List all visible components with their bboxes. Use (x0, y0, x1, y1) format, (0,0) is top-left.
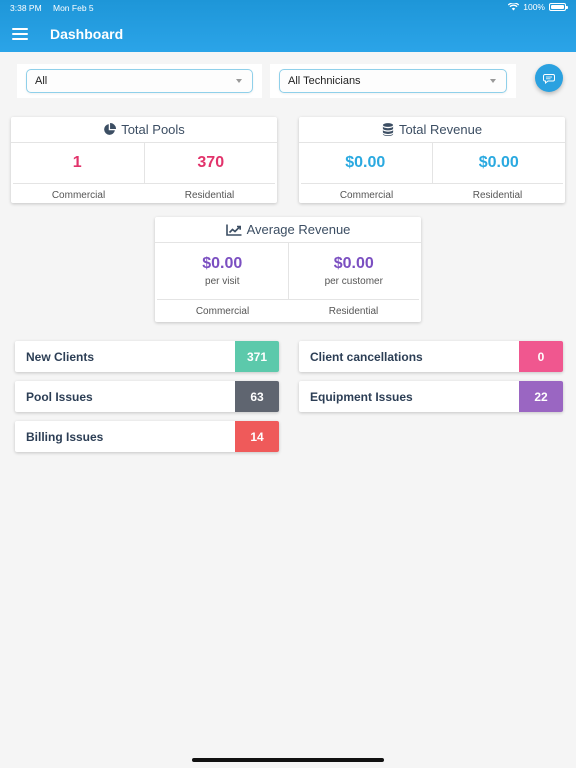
database-icon (382, 123, 394, 136)
total-revenue-residential-label: Residential (472, 190, 523, 201)
total-revenue-title: Total Revenue (398, 122, 483, 137)
average-per-visit-label: per visit (205, 276, 240, 287)
technician-filter-select[interactable]: All Technicians (279, 69, 507, 93)
chat-bubble-icon (543, 73, 555, 84)
type-filter-panel: All (17, 64, 262, 98)
wifi-icon (508, 3, 520, 11)
new-clients-row[interactable]: New Clients 371 (15, 341, 279, 372)
average-revenue-header: Average Revenue (155, 217, 421, 243)
battery-percent: 100% (523, 2, 545, 12)
equipment-issues-row[interactable]: Equipment Issues 22 (299, 381, 563, 412)
pool-issues-count: 63 (235, 381, 279, 412)
type-filter-value: All (35, 75, 48, 87)
status-time: 3:38 PM (10, 3, 42, 13)
app-header: 3:38 PM Mon Feb 5 100% Dashboard (0, 0, 576, 52)
total-pools-residential-value: 370 (143, 143, 278, 183)
total-pools-commercial-value: 1 (72, 154, 82, 171)
new-clients-count: 371 (235, 341, 279, 372)
client-cancellations-label: Client cancellations (310, 349, 423, 364)
equipment-issues-label: Equipment Issues (310, 389, 413, 404)
total-pools-title: Total Pools (121, 122, 185, 137)
chat-button[interactable] (535, 64, 563, 92)
average-revenue-title: Average Revenue (246, 222, 351, 237)
total-pools-card: Total Pools 1 370 Commercial Residential (11, 117, 277, 203)
status-indicators: 100% (508, 2, 568, 12)
pie-chart-icon (104, 123, 117, 135)
average-revenue-commercial-label: Commercial (195, 306, 250, 317)
chevron-down-icon (236, 79, 242, 83)
total-pools-header: Total Pools (11, 117, 277, 143)
page-title: Dashboard (50, 26, 124, 42)
billing-issues-label: Billing Issues (26, 429, 104, 444)
average-per-customer-value: $0.00 (333, 255, 374, 272)
type-filter-select[interactable]: All (26, 69, 253, 93)
average-per-visit: $0.00 per visit (157, 243, 288, 299)
total-revenue-header: Total Revenue (299, 117, 565, 143)
chevron-down-icon (490, 79, 496, 83)
pool-issues-row[interactable]: Pool Issues 63 (15, 381, 279, 412)
new-clients-label: New Clients (26, 349, 95, 364)
line-chart-icon (225, 224, 242, 236)
average-revenue-card: Average Revenue $0.00 per visit $0.00 pe… (155, 217, 421, 322)
technician-filter-panel: All Technicians (270, 64, 516, 98)
total-revenue-commercial-value: $0.00 (345, 154, 386, 171)
status-bar: 3:38 PM Mon Feb 5 100% (0, 0, 576, 16)
status-date: Mon Feb 5 (53, 3, 94, 13)
total-pools-commercial-label: Commercial (51, 190, 106, 201)
billing-issues-row[interactable]: Billing Issues 14 (15, 421, 279, 452)
total-revenue-card: Total Revenue $0.00 $0.00 Commercial Res… (299, 117, 565, 203)
home-indicator[interactable] (192, 758, 384, 762)
equipment-issues-count: 22 (519, 381, 563, 412)
total-revenue-residential-value: $0.00 (431, 143, 566, 183)
client-cancellations-count: 0 (519, 341, 563, 372)
battery-icon (549, 3, 568, 11)
average-per-visit-value: $0.00 (202, 255, 243, 272)
billing-issues-count: 14 (235, 421, 279, 452)
menu-button[interactable] (12, 28, 28, 40)
pool-issues-label: Pool Issues (26, 389, 93, 404)
average-per-customer: $0.00 per customer (287, 243, 420, 299)
total-pools-residential-label: Residential (184, 190, 235, 201)
technician-filter-value: All Technicians (288, 75, 361, 87)
average-revenue-residential-label: Residential (328, 306, 379, 317)
total-revenue-commercial-label: Commercial (339, 190, 394, 201)
client-cancellations-row[interactable]: Client cancellations 0 (299, 341, 563, 372)
average-per-customer-label: per customer (324, 276, 383, 287)
